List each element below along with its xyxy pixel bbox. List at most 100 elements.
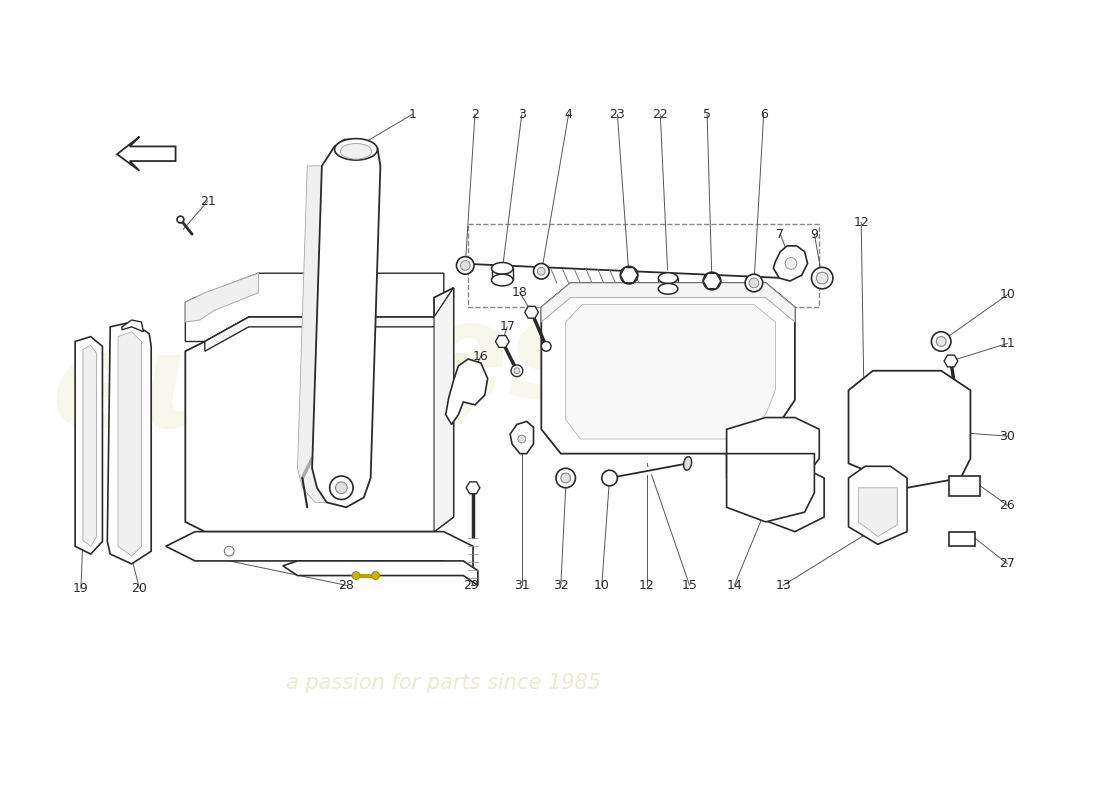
Polygon shape xyxy=(185,274,443,342)
Circle shape xyxy=(330,476,353,499)
Polygon shape xyxy=(620,267,638,282)
Text: 30: 30 xyxy=(1000,430,1015,442)
Circle shape xyxy=(456,257,474,274)
Polygon shape xyxy=(727,454,814,522)
Polygon shape xyxy=(75,337,102,554)
Circle shape xyxy=(534,263,549,279)
Polygon shape xyxy=(727,418,820,493)
Polygon shape xyxy=(848,370,970,488)
Circle shape xyxy=(703,272,720,290)
Ellipse shape xyxy=(492,262,513,274)
Text: 12: 12 xyxy=(639,579,654,592)
Text: 31: 31 xyxy=(514,579,530,592)
Polygon shape xyxy=(565,305,775,439)
Circle shape xyxy=(812,267,833,289)
Polygon shape xyxy=(525,306,538,318)
Polygon shape xyxy=(312,139,381,507)
Text: 19: 19 xyxy=(73,582,89,594)
Polygon shape xyxy=(446,359,487,424)
Text: a passion for parts since 1985: a passion for parts since 1985 xyxy=(286,673,602,693)
Circle shape xyxy=(224,546,234,556)
Ellipse shape xyxy=(334,138,377,160)
Ellipse shape xyxy=(658,273,678,283)
Text: es: es xyxy=(418,298,586,425)
Circle shape xyxy=(556,468,575,488)
Circle shape xyxy=(541,342,551,351)
Text: 21: 21 xyxy=(200,194,216,207)
Text: 16: 16 xyxy=(473,350,488,362)
Text: 14: 14 xyxy=(726,579,742,592)
Polygon shape xyxy=(122,320,143,332)
Text: 7: 7 xyxy=(777,228,784,241)
Bar xyxy=(469,225,820,307)
Circle shape xyxy=(177,216,184,223)
Circle shape xyxy=(816,272,828,284)
Polygon shape xyxy=(108,322,151,564)
Circle shape xyxy=(538,267,546,275)
Ellipse shape xyxy=(340,143,372,159)
Polygon shape xyxy=(703,274,720,289)
Text: 10: 10 xyxy=(1000,288,1015,301)
Circle shape xyxy=(785,258,796,270)
Polygon shape xyxy=(541,283,795,454)
Text: 27: 27 xyxy=(1000,558,1015,570)
Polygon shape xyxy=(949,532,976,546)
Polygon shape xyxy=(944,355,958,367)
Circle shape xyxy=(561,473,571,483)
Polygon shape xyxy=(773,246,807,281)
Text: 6: 6 xyxy=(760,108,768,121)
Text: 18: 18 xyxy=(512,286,528,299)
Text: 3: 3 xyxy=(518,108,526,121)
Polygon shape xyxy=(166,532,473,570)
Polygon shape xyxy=(283,561,477,586)
Polygon shape xyxy=(205,288,453,351)
Polygon shape xyxy=(756,468,824,532)
Circle shape xyxy=(932,332,950,351)
Text: 20: 20 xyxy=(132,582,147,594)
Text: europ: europ xyxy=(52,326,485,454)
Text: 22: 22 xyxy=(652,108,668,121)
Text: 2: 2 xyxy=(471,108,478,121)
Text: 10: 10 xyxy=(594,579,609,592)
Text: 17: 17 xyxy=(499,320,515,334)
Text: 1: 1 xyxy=(408,108,417,121)
Text: 4: 4 xyxy=(564,108,573,121)
Text: 9: 9 xyxy=(811,228,818,241)
Polygon shape xyxy=(434,288,453,532)
Circle shape xyxy=(518,435,526,443)
Polygon shape xyxy=(541,283,795,322)
Polygon shape xyxy=(495,335,509,347)
Polygon shape xyxy=(82,346,97,546)
Ellipse shape xyxy=(683,457,692,470)
Polygon shape xyxy=(185,274,258,322)
Circle shape xyxy=(602,470,617,486)
Polygon shape xyxy=(297,166,327,502)
Circle shape xyxy=(336,482,348,494)
Circle shape xyxy=(512,365,522,377)
Text: 26: 26 xyxy=(1000,499,1015,512)
Circle shape xyxy=(372,572,379,579)
Text: 12: 12 xyxy=(854,216,869,229)
Circle shape xyxy=(620,266,638,284)
Polygon shape xyxy=(118,332,142,556)
Text: 13: 13 xyxy=(776,579,791,592)
Text: 5: 5 xyxy=(703,108,711,121)
Ellipse shape xyxy=(492,274,513,286)
Polygon shape xyxy=(466,482,480,494)
Circle shape xyxy=(745,274,762,292)
Circle shape xyxy=(352,572,360,579)
Polygon shape xyxy=(510,422,534,454)
Text: 15: 15 xyxy=(682,579,697,592)
Polygon shape xyxy=(848,466,908,544)
Text: 28: 28 xyxy=(339,579,354,592)
Circle shape xyxy=(749,278,759,288)
Text: 23: 23 xyxy=(609,108,625,121)
Polygon shape xyxy=(117,137,176,171)
Polygon shape xyxy=(185,288,453,532)
Polygon shape xyxy=(858,488,898,537)
Ellipse shape xyxy=(658,283,678,294)
Circle shape xyxy=(936,337,946,346)
Text: 11: 11 xyxy=(1000,337,1015,350)
Circle shape xyxy=(514,368,520,374)
Text: 29: 29 xyxy=(463,579,478,592)
